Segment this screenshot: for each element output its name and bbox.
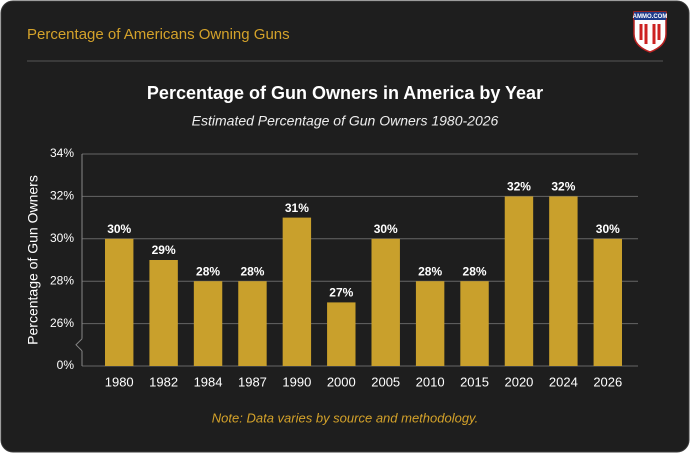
x-tick-label: 1982 [149, 374, 178, 389]
bar [193, 281, 223, 366]
x-tick-label: 2020 [504, 374, 533, 389]
y-tick-label: 26% [50, 316, 74, 330]
x-tick-label: 2000 [327, 374, 356, 389]
bar [282, 217, 312, 366]
x-tick-label: 2026 [593, 374, 622, 389]
bar [460, 281, 489, 366]
y-tick-label: 0% [57, 358, 75, 372]
bar [415, 281, 445, 366]
x-tick-label: 2010 [416, 374, 445, 389]
y-tick-label: 34% [50, 146, 74, 160]
bar [371, 238, 400, 366]
value-label: 28% [196, 264, 220, 278]
x-tick-label: 1987 [238, 374, 267, 389]
chart-subtitle: Estimated Percentage of Gun Owners 1980-… [192, 113, 499, 129]
bar [593, 238, 623, 366]
chart-note: Note: Data varies by source and methodol… [212, 410, 478, 425]
value-label: 28% [240, 264, 264, 278]
bar [149, 260, 178, 366]
y-tick-label: 28% [50, 273, 74, 287]
value-label: 28% [463, 264, 487, 278]
axis-break [75, 338, 83, 352]
x-tick-label: 2005 [371, 374, 400, 389]
value-label: 31% [285, 201, 309, 215]
bar [549, 196, 578, 366]
x-tick-label: 1990 [282, 374, 311, 389]
value-label: 30% [107, 222, 131, 236]
logo-text: AMMO.COM [633, 14, 668, 20]
value-label: 30% [374, 222, 398, 236]
logo: AMMO.COM [633, 11, 668, 53]
x-tick-label: 2024 [549, 374, 578, 389]
y-tick-label: 30% [50, 231, 74, 245]
value-label: 29% [152, 243, 176, 257]
value-label: 28% [418, 264, 442, 278]
bar [104, 238, 134, 366]
bar [238, 281, 267, 366]
bar [504, 196, 534, 366]
y-axis-label: Percentage of Gun Owners [25, 175, 41, 345]
value-label: 32% [507, 180, 531, 194]
x-tick-label: 2015 [460, 374, 489, 389]
value-label: 27% [329, 286, 353, 300]
y-tick-label: 32% [50, 189, 74, 203]
axis-break-gap [74, 338, 90, 351]
x-tick-label: 1984 [194, 374, 223, 389]
value-label: 30% [596, 222, 620, 236]
bar [327, 302, 356, 366]
header-title: Percentage of Americans Owning Guns [27, 26, 290, 43]
value-label: 32% [551, 180, 575, 194]
x-tick-label: 1980 [105, 374, 134, 389]
chart-title: Percentage of Gun Owners in America by Y… [147, 83, 543, 103]
